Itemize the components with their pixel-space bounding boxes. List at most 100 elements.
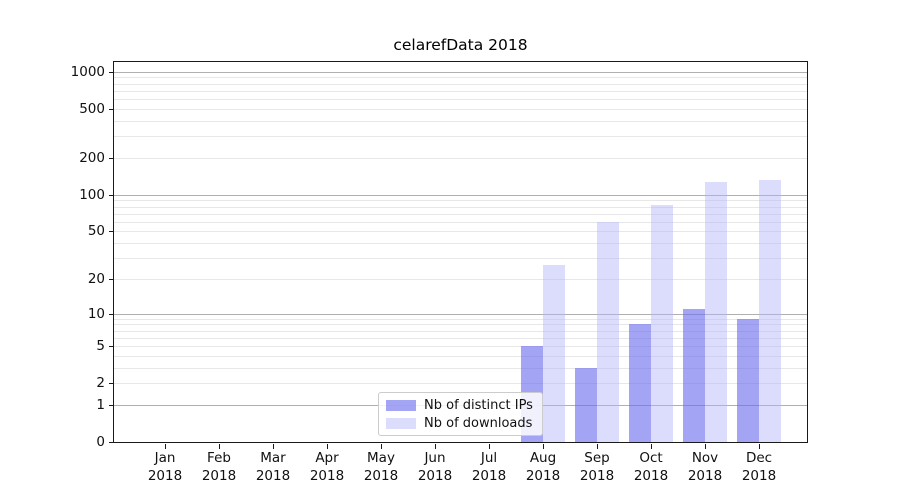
bar-downloads (597, 221, 619, 442)
x-tick-mark (704, 444, 706, 449)
bar-distinct-ips (683, 308, 705, 442)
y-tick-mark (109, 108, 113, 110)
gridline-minor (114, 355, 807, 357)
y-tick-label: 0 (96, 434, 105, 450)
legend-swatch-downloads-icon (386, 417, 416, 429)
x-tick-label: Jan 2018 (135, 450, 195, 485)
gridline-minor (114, 330, 807, 332)
y-tick-mark (109, 346, 113, 347)
gridline-minor (114, 206, 807, 208)
x-tick-mark (272, 444, 274, 449)
gridline-minor (114, 99, 807, 101)
legend-item-distinct-ips: Nb of distinct IPs (386, 398, 535, 413)
x-tick-label-line: Jan (154, 450, 176, 466)
x-tick-label-line: Jun (424, 450, 446, 466)
x-tick-label-line: 2018 (471, 467, 507, 484)
y-tick-mark (109, 383, 113, 385)
x-tick-label: Aug 2018 (513, 450, 573, 485)
gridline-minor (114, 367, 807, 369)
x-tick-label-line: Feb (207, 450, 231, 466)
x-tick-label-line: Sep (584, 450, 610, 466)
bar-downloads (543, 265, 565, 442)
y-tick-mark (109, 442, 113, 443)
x-tick-label: Jun 2018 (405, 450, 465, 485)
x-tick-label: Sep 2018 (567, 450, 627, 485)
x-tick-label: Apr 2018 (297, 450, 357, 485)
gridline-minor (114, 77, 807, 79)
x-tick-mark (758, 444, 760, 449)
legend-swatch-distinct-ips-icon (386, 399, 416, 411)
gridline-minor (114, 213, 807, 215)
y-tick-mark (109, 278, 113, 280)
x-tick-label-line: May (367, 450, 395, 466)
bar-distinct-ips (575, 367, 597, 442)
gridline-minor (114, 278, 807, 280)
y-tick-label: 2 (96, 375, 105, 392)
x-tick-label: Dec 2018 (729, 450, 789, 485)
x-tick-label-line: 2018 (741, 467, 777, 484)
x-tick-mark (542, 444, 544, 449)
gridline-minor (114, 200, 807, 202)
gridline-minor (114, 324, 807, 326)
y-tick-mark (109, 157, 113, 159)
x-tick-label: Feb 2018 (189, 450, 249, 485)
x-tick-label-line: Dec (745, 450, 773, 466)
x-tick-mark (380, 444, 382, 449)
gridline-minor (114, 221, 807, 223)
x-tick-label: May 2018 (351, 450, 411, 485)
bars-layer (114, 62, 807, 442)
y-tick-label: 1000 (70, 63, 105, 80)
gridline-major (114, 71, 807, 73)
gridline-minor (114, 157, 807, 159)
gridline-minor (114, 90, 807, 92)
x-tick-label-line: Jul (480, 450, 498, 466)
x-tick-label-line: Apr (315, 450, 339, 466)
x-tick-mark (488, 444, 490, 449)
x-tick-label-line: 2018 (579, 467, 615, 484)
bar-downloads (705, 182, 727, 442)
gridlines-layer (114, 62, 807, 442)
gridline-minor (114, 231, 807, 233)
y-tick-label: 500 (79, 100, 105, 117)
y-tick-label: 20 (87, 270, 105, 287)
x-tick-label-line: Mar (260, 450, 286, 466)
x-tick-mark (434, 444, 436, 449)
gridline-minor (114, 83, 807, 85)
x-tick-label-line: 2018 (687, 467, 723, 484)
x-tick-mark (164, 444, 166, 449)
plot-area (113, 61, 808, 443)
legend-label-distinct-ips: Nb of distinct IPs (424, 397, 533, 413)
x-tick-label-line: Nov (691, 450, 719, 466)
y-tick-mark (109, 404, 113, 406)
x-tick-label: Oct 2018 (621, 450, 681, 485)
y-tick-label: 5 (96, 338, 105, 354)
x-tick-label: Jul 2018 (459, 450, 519, 485)
gridline-minor (114, 346, 807, 347)
legend-item-downloads: Nb of downloads (386, 416, 535, 431)
y-tick-label: 200 (79, 149, 105, 166)
y-tick-label: 10 (87, 305, 105, 322)
x-tick-label-line: 2018 (255, 467, 291, 484)
x-tick-mark (596, 444, 598, 449)
bar-distinct-ips (737, 318, 759, 442)
x-tick-label-line: 2018 (201, 467, 237, 484)
x-tick-label-line: Aug (529, 450, 557, 466)
y-tick-mark (109, 231, 113, 233)
legend: Nb of distinct IPs Nb of downloads (378, 392, 543, 436)
y-tick-mark (109, 194, 113, 196)
x-tick-label-line: 2018 (417, 467, 453, 484)
x-tick-label-line: 2018 (309, 467, 345, 484)
y-tick-label: 1 (96, 396, 105, 413)
chart-title: celarefData 2018 (393, 36, 528, 54)
x-tick-mark (326, 444, 328, 449)
y-tick-label: 100 (79, 186, 105, 203)
gridline-minor (114, 258, 807, 259)
gridline-minor (114, 337, 807, 339)
gridline-major (114, 194, 807, 196)
gridline-minor (114, 318, 807, 320)
x-tick-label: Nov 2018 (675, 450, 735, 485)
legend-label-downloads: Nb of downloads (424, 415, 533, 431)
x-tick-mark (218, 444, 220, 449)
gridline-minor (114, 108, 807, 110)
bar-downloads (759, 179, 781, 442)
